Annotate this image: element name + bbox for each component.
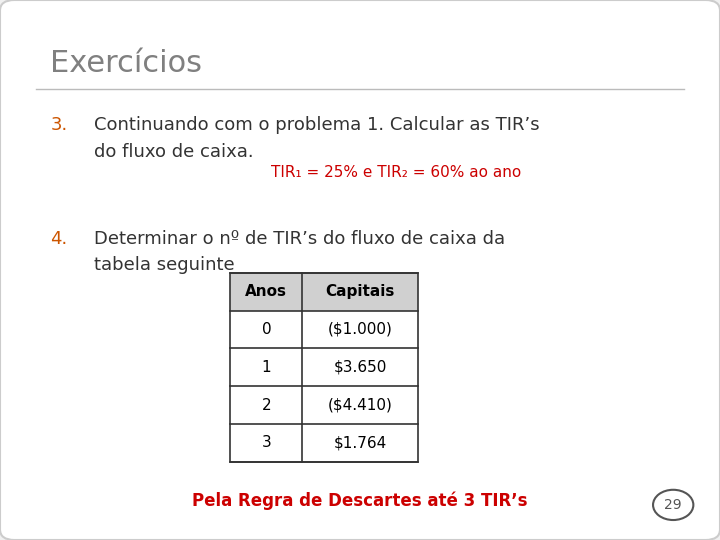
Text: 4.: 4. (50, 230, 68, 247)
Text: Exercícios: Exercícios (50, 49, 202, 78)
Text: Anos: Anos (246, 284, 287, 299)
Circle shape (653, 490, 693, 520)
Text: Continuando com o problema 1. Calcular as TIR’s: Continuando com o problema 1. Calcular a… (94, 116, 539, 134)
Text: ($1.000): ($1.000) (328, 322, 392, 337)
Text: $3.650: $3.650 (333, 360, 387, 375)
Bar (230, 273, 418, 462)
Text: do fluxo de caixa.: do fluxo de caixa. (94, 143, 253, 161)
Text: tabela seguinte: tabela seguinte (94, 256, 234, 274)
Bar (230, 273, 418, 310)
Text: ($4.410): ($4.410) (328, 397, 392, 413)
Text: 0: 0 (261, 322, 271, 337)
Text: TIR₁ = 25% e TIR₂ = 60% ao ano: TIR₁ = 25% e TIR₂ = 60% ao ano (271, 165, 521, 180)
Text: 3.: 3. (50, 116, 68, 134)
Text: 1: 1 (261, 360, 271, 375)
Text: Capitais: Capitais (325, 284, 395, 299)
Text: 2: 2 (261, 397, 271, 413)
Text: Pela Regra de Descartes até 3 TIR’s: Pela Regra de Descartes até 3 TIR’s (192, 491, 528, 510)
Text: 29: 29 (665, 498, 682, 512)
Text: 3: 3 (261, 435, 271, 450)
Text: $1.764: $1.764 (333, 435, 387, 450)
Text: Determinar o nº de TIR’s do fluxo de caixa da: Determinar o nº de TIR’s do fluxo de cai… (94, 230, 505, 247)
